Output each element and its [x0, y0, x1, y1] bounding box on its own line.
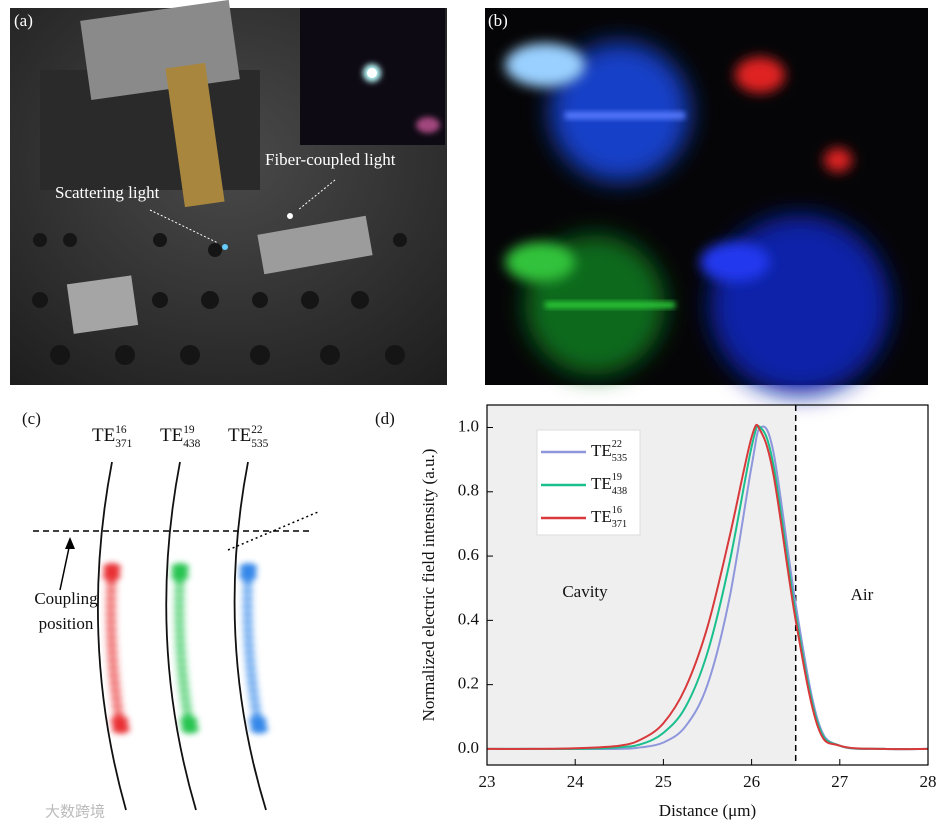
- mode-label: TE19 438: [160, 424, 201, 450]
- mode-sup: 22: [612, 439, 622, 450]
- chart-d: (d) 23 24 25 26 27 28 0.0 0.2 0.4 0.6 0.8 1.0 Distan…: [375, 404, 937, 820]
- cavity-edge: [165, 461, 197, 811]
- x-tick-label: 25: [655, 772, 672, 791]
- y-tick-label: 0.6: [458, 545, 479, 564]
- panel-label: (a): [14, 11, 33, 30]
- x-axis-label: Distance (μm): [659, 801, 756, 820]
- x-tick-label: 23: [479, 772, 496, 791]
- mode-sup: 19: [183, 424, 195, 436]
- plot-frame: [486, 404, 929, 766]
- cavity-edge: [97, 461, 127, 811]
- mode-field: [239, 563, 269, 734]
- annotation: Coupling: [34, 589, 98, 608]
- mode-sub: 438: [612, 486, 627, 497]
- panel-label: (d): [375, 409, 395, 428]
- series-line: [487, 424, 929, 751]
- mode-sub: 371: [115, 438, 132, 450]
- mode-label: TE16 371: [591, 505, 627, 530]
- mode-label: TE16 371: [92, 424, 133, 450]
- mode-sup: 16: [612, 505, 622, 516]
- mode-sub: 438: [183, 438, 200, 450]
- y-tick-label: 0.8: [458, 481, 479, 500]
- cavity-edge: [233, 461, 267, 811]
- y-axis-label: Normalized electric field intensity (a.u…: [419, 449, 438, 722]
- annotation: position: [39, 614, 94, 633]
- annotation: Air: [851, 585, 874, 604]
- mode-base: TE: [591, 474, 612, 493]
- x-tick-label: 26: [743, 772, 760, 791]
- mode-sup: 19: [612, 472, 622, 483]
- photo-b: (b): [485, 8, 928, 395]
- mode-base: TE: [228, 425, 251, 446]
- mode-base: TE: [92, 425, 115, 446]
- y-tick-label: 0.2: [458, 674, 479, 693]
- panel-label: (b): [488, 11, 508, 30]
- x-tick-label: 24: [567, 772, 585, 791]
- watermark: 大数跨境: [45, 803, 105, 821]
- mode-base: TE: [160, 425, 183, 446]
- mode-base: TE: [591, 441, 612, 460]
- annotation: Scattering light: [55, 183, 160, 202]
- mode-sup: 22: [251, 424, 263, 436]
- annotation: Cavity: [562, 582, 608, 601]
- x-tick-label: 27: [831, 772, 849, 791]
- mode-sub: 535: [612, 453, 627, 464]
- mode-label: TE22 535: [591, 439, 627, 464]
- mode-sub: 371: [612, 519, 627, 530]
- panel-label: (c): [22, 409, 41, 428]
- diagram-c: (c) Coupling position TE16 371 TE19 438 TE22…: [22, 409, 319, 811]
- y-tick-label: 0.4: [458, 609, 480, 628]
- photo-a: (a) Scattering light Fiber-coupled light: [10, 0, 447, 385]
- mode-base: TE: [591, 507, 612, 526]
- series-line: [486, 423, 929, 751]
- y-tick-label: 1.0: [458, 416, 479, 435]
- y-tick-label: 0.0: [458, 738, 479, 757]
- annotation: Fiber-coupled light: [265, 150, 396, 169]
- mode-label: TE22 535: [228, 424, 269, 450]
- mode-sub: 535: [251, 438, 268, 450]
- mode-field: [170, 563, 199, 734]
- mode-sup: 16: [115, 424, 127, 436]
- x-tick-label: 28: [920, 772, 937, 791]
- mode-label: TE19 438: [591, 472, 627, 497]
- mode-field: [102, 563, 130, 734]
